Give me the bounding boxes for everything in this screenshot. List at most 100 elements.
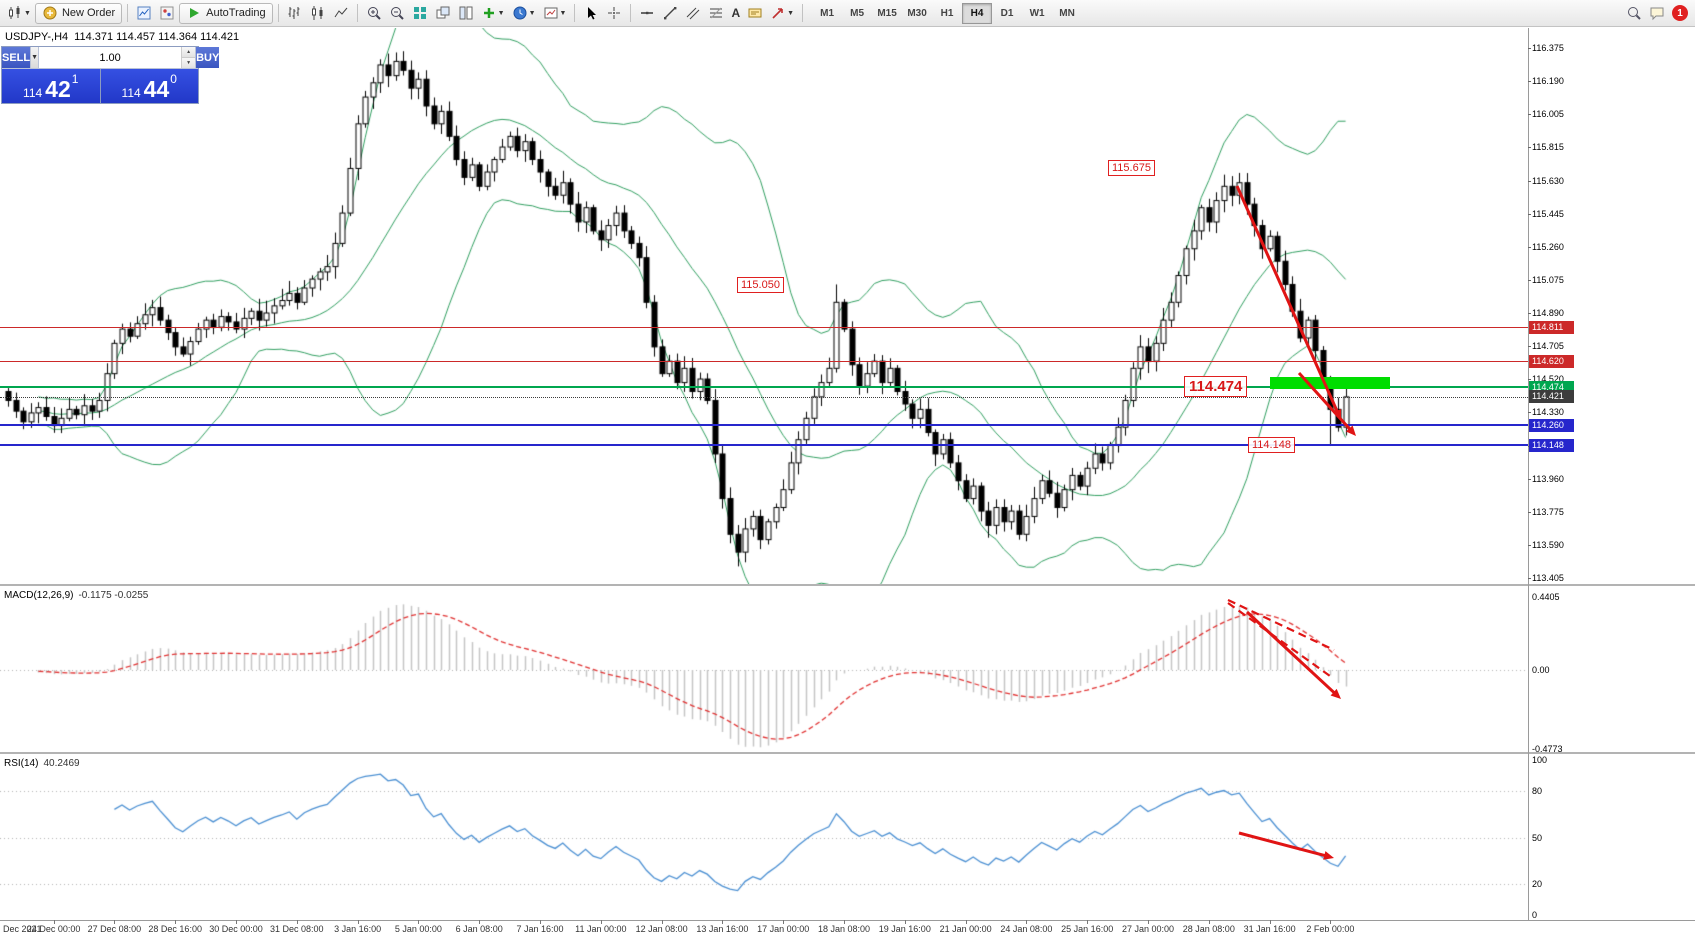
tile-vertical-button[interactable]	[455, 2, 477, 24]
timeframe-d1-button[interactable]: D1	[1000, 7, 1014, 19]
time-axis-label: 24 Jan 08:00	[1000, 924, 1053, 934]
main-chart-canvas[interactable]	[0, 28, 1528, 585]
macd-panel-separator[interactable]	[0, 584, 1695, 586]
timeframe-m5-button[interactable]: M5	[850, 7, 865, 19]
time-axis-label: 30 Dec 00:00	[209, 924, 263, 934]
chat-button[interactable]	[1646, 2, 1668, 24]
ask-point: 0	[170, 72, 177, 86]
volume-input[interactable]	[39, 47, 182, 68]
notifications-button[interactable]: 1	[1669, 2, 1691, 24]
timeframe-h1-button[interactable]: H1	[940, 7, 954, 19]
chevron-down-icon: ▼	[31, 54, 39, 61]
rsi-panel-canvas[interactable]	[0, 754, 1528, 920]
buy-price-button[interactable]: 114 44 0	[100, 69, 198, 103]
autotrading-label: AutoTrading	[206, 7, 266, 19]
line-chart-icon	[334, 7, 348, 18]
price-axis-tag: 114.620	[1529, 354, 1574, 368]
text-label-icon	[748, 8, 762, 18]
bid-big-figure: 114	[23, 86, 43, 100]
volume-preset-dropdown[interactable]: ▼	[30, 47, 40, 68]
zoom-out-button[interactable]	[386, 2, 408, 24]
time-axis-label: 12 Jan 08:00	[635, 924, 688, 934]
time-axis-label: 27 Dec 08:00	[87, 924, 142, 934]
toolbar: ▼ New Order AutoTrading	[0, 0, 1695, 27]
autotrading-icon	[190, 8, 200, 18]
crosshair-button[interactable]	[603, 2, 625, 24]
rsi-scale-label: 50	[1532, 832, 1543, 843]
price-axis-tag: 114.260	[1529, 418, 1574, 432]
time-axis-label: 19 Jan 16:00	[878, 924, 931, 934]
price-axis-border	[1528, 28, 1529, 921]
search-button[interactable]	[1623, 2, 1645, 24]
template-button[interactable]: ▼	[540, 2, 570, 24]
template-icon	[544, 7, 558, 19]
zoom-out-icon	[390, 7, 404, 20]
rsi-scale-label: 80	[1532, 786, 1543, 796]
time-axis-label: 28 Jan 08:00	[1182, 924, 1235, 934]
arrows-tool-icon	[772, 8, 783, 19]
timeframe-m1-button[interactable]: M1	[820, 7, 835, 19]
new-chart-icon	[9, 6, 20, 19]
timeframe-mn-button[interactable]: MN	[1059, 7, 1075, 19]
cursor-button[interactable]	[580, 2, 602, 24]
volume-increase-button[interactable]: ▲	[182, 47, 196, 58]
buy-button[interactable]: BUY	[196, 47, 220, 68]
line-chart-button[interactable]	[330, 2, 352, 24]
ask-pips: 44	[143, 76, 170, 102]
tile-windows-button[interactable]	[409, 2, 431, 24]
market-watch-button[interactable]	[133, 2, 155, 24]
chevron-down-icon: ▼	[24, 9, 31, 17]
timeframe-m15-button[interactable]: M15	[877, 7, 897, 19]
time-axis-label: 5 Jan 00:00	[394, 924, 442, 934]
time-axis-label: 2 Feb 00:00	[1306, 924, 1355, 934]
time-axis-label: 28 Dec 16:00	[148, 924, 202, 934]
equidistant-channel-icon	[687, 7, 700, 20]
chat-icon	[1650, 7, 1664, 21]
bar-chart-button[interactable]	[284, 2, 306, 24]
price-axis-label: 115.075	[1532, 274, 1564, 285]
trendline-tool-button[interactable]	[659, 2, 681, 24]
navigator-button[interactable]	[156, 2, 178, 24]
volume-decrease-button[interactable]: ▼	[182, 58, 196, 68]
add-indicator-button[interactable]: ▼	[478, 2, 508, 24]
zoom-in-button[interactable]	[363, 2, 385, 24]
trendline-icon	[664, 7, 677, 20]
time-axis-border	[0, 920, 1695, 921]
sell-price-button[interactable]: 114 42 1	[2, 69, 100, 103]
chevron-down-icon: ▼	[787, 9, 795, 17]
text-tool-icon: A	[731, 6, 741, 20]
equidistant-channel-tool-button[interactable]	[682, 2, 704, 24]
price-axis-tag: 114.421	[1529, 390, 1574, 404]
period-selector-button[interactable]: ▼	[509, 2, 539, 24]
sell-button[interactable]: SELL	[2, 47, 31, 68]
price-axis-label: 116.005	[1532, 109, 1564, 120]
price-axis-label: 113.590	[1532, 539, 1564, 550]
time-axis-label: 6 Jan 08:00	[455, 924, 503, 934]
horizontal-line-tool-button[interactable]	[636, 2, 658, 24]
bar-chart-icon	[288, 7, 300, 19]
macd-panel-canvas[interactable]	[0, 586, 1528, 752]
new-order-button[interactable]: New Order	[34, 2, 123, 24]
text-label-tool-button[interactable]	[744, 2, 766, 24]
rsi-panel-separator[interactable]	[0, 752, 1695, 754]
toolbar-separator	[127, 4, 129, 22]
candlestick-chart-button[interactable]	[307, 2, 329, 24]
timeframe-w1-button[interactable]: W1	[1029, 7, 1045, 19]
new-chart-button[interactable]: ▼	[4, 2, 34, 24]
chevron-down-icon: ▼	[559, 9, 567, 17]
toolbar-separator	[574, 4, 576, 22]
arrows-tool-button[interactable]: ▼	[767, 2, 797, 24]
macd-scale-label: 0.4405	[1532, 591, 1560, 602]
notification-badge: 1	[1672, 5, 1688, 21]
time-axis-label: Dec 2021	[3, 924, 42, 934]
cascade-windows-button[interactable]	[432, 2, 454, 24]
fibonacci-tool-button[interactable]	[705, 2, 727, 24]
add-indicator-icon	[483, 8, 494, 18]
autotrading-button[interactable]: AutoTrading	[179, 2, 273, 24]
macd-scale-label: 0.00	[1532, 665, 1550, 675]
timeframe-m30-button[interactable]: M30	[907, 7, 927, 19]
text-tool-button[interactable]: A	[728, 2, 743, 24]
timeframe-h4-button[interactable]: H4	[962, 2, 993, 24]
